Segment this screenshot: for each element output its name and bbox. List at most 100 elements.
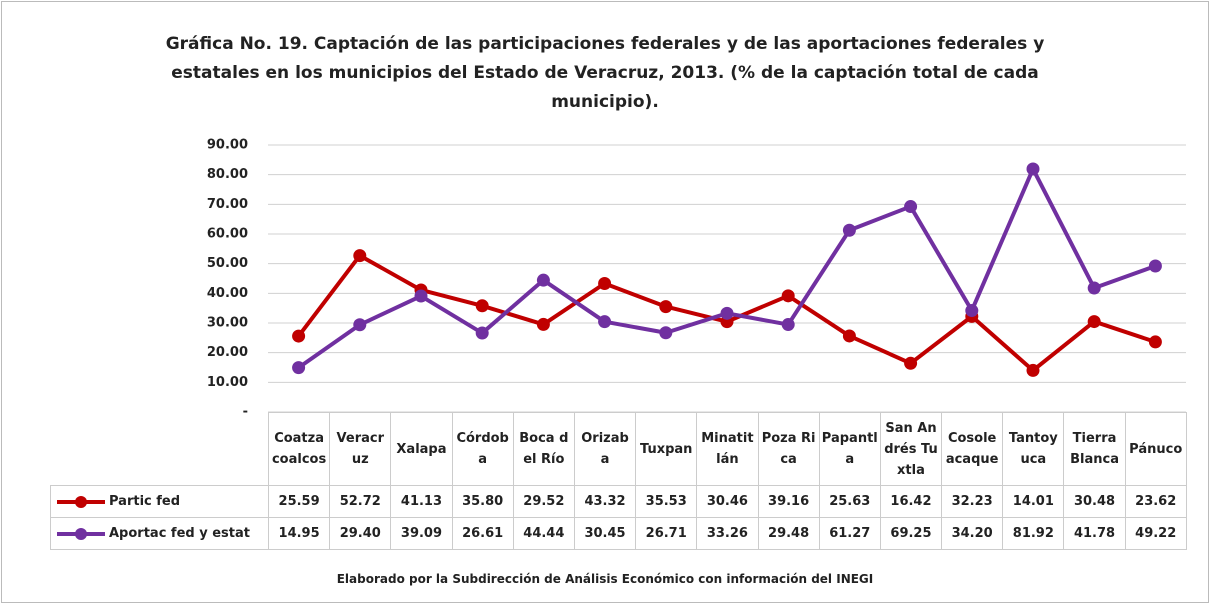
point <box>842 223 856 237</box>
point <box>965 304 979 318</box>
x-tick-label: Tantoyuca <box>1002 412 1065 486</box>
point <box>353 318 367 332</box>
data-label: 26.61 <box>451 517 514 550</box>
y-tick-label: 60.00 <box>207 227 248 242</box>
point <box>536 273 550 287</box>
point <box>1148 335 1162 349</box>
point <box>781 318 795 332</box>
data-label: 49.22 <box>1124 517 1187 550</box>
data-label: 14.01 <box>1002 485 1065 518</box>
data-label: 33.26 <box>696 517 759 550</box>
data-label: 39.16 <box>757 485 820 518</box>
point <box>1148 259 1162 273</box>
chart-title: Gráfica No. 19. Captación de las partici… <box>165 34 1045 112</box>
point <box>598 276 612 290</box>
point <box>1026 363 1040 377</box>
data-label: 52.72 <box>329 485 392 518</box>
x-tick-label: Orizaba <box>573 412 637 486</box>
y-tick-label: 50.00 <box>207 256 248 271</box>
data-label: 35.53 <box>635 485 698 518</box>
y-tick-label: - <box>243 405 248 420</box>
data-label: 41.13 <box>390 485 453 518</box>
point <box>1087 315 1101 329</box>
series-row: Partic fed 25.59 52.72 41.13 35.80 29.52 43.32… <box>50 485 1187 518</box>
data-label: 81.92 <box>1002 517 1065 550</box>
data-label: 26.71 <box>635 517 698 550</box>
category-row: Coatzacoalcos Veracruz Xalapa Córdoba Boca d… <box>50 412 1187 486</box>
point <box>904 356 918 370</box>
y-tick-label: 80.00 <box>207 167 248 182</box>
legend-label: Partic fed <box>109 494 181 509</box>
point <box>1087 281 1101 295</box>
point <box>292 361 306 375</box>
series-row: Aportac fed y estat 14.95 29.40 39.09 26.61 4… <box>50 517 1187 550</box>
data-label: 41.78 <box>1063 517 1126 550</box>
x-tick-label: Xalapa <box>390 412 453 486</box>
x-tick-label: Papantla <box>818 412 881 486</box>
data-label: 29.40 <box>329 517 392 550</box>
data-label: 16.42 <box>879 485 943 518</box>
legend-marker <box>75 527 87 540</box>
x-tick-label: Coatzacoalcos <box>267 412 331 486</box>
data-label: 61.27 <box>818 517 881 550</box>
point <box>598 315 612 329</box>
data-label: 23.62 <box>1124 485 1187 518</box>
legend-marker <box>75 495 87 508</box>
point <box>904 200 918 214</box>
legend-entry: Aportac fed y estat <box>50 517 269 550</box>
data-label: 35.80 <box>451 485 514 518</box>
point <box>475 299 489 313</box>
point <box>720 306 734 320</box>
data-label: 29.52 <box>512 485 575 518</box>
point <box>292 329 306 343</box>
footnote: Elaborado por la Subdirección de Análisi… <box>336 572 874 586</box>
x-tick-label: Minatitlán <box>696 412 759 486</box>
point <box>781 289 795 303</box>
point <box>414 289 428 303</box>
legend-swatch <box>57 495 105 508</box>
x-tick-label: Cosoleacaque <box>941 412 1004 486</box>
x-tick-label: San Andrés Tuxtla <box>879 412 943 486</box>
y-tick-label: 10.00 <box>207 375 248 390</box>
x-tick-label: Poza Rica <box>757 412 820 486</box>
data-label: 30.46 <box>696 485 759 518</box>
legend-entry: Partic fed <box>50 485 269 518</box>
point <box>842 329 856 343</box>
data-label: 43.32 <box>573 485 637 518</box>
x-tick-label: Tierra Blanca <box>1063 412 1126 486</box>
point <box>1026 162 1040 176</box>
data-label: 39.09 <box>390 517 453 550</box>
data-label: 32.23 <box>941 485 1004 518</box>
data-label: 25.63 <box>818 485 881 518</box>
data-label: 44.44 <box>512 517 575 550</box>
y-tick-label: 70.00 <box>207 197 248 212</box>
y-tick-label: 20.00 <box>207 345 248 360</box>
data-table: Coatzacoalcos Veracruz Xalapa Córdoba Boca d… <box>50 412 1187 550</box>
point <box>475 326 489 340</box>
data-label: 29.48 <box>757 517 820 550</box>
data-label: 30.48 <box>1063 485 1126 518</box>
x-tick-label: Pánuco <box>1124 412 1187 486</box>
legend-swatch <box>57 527 105 540</box>
blank-cell <box>50 412 269 486</box>
data-label: 30.45 <box>573 517 637 550</box>
data-label: 69.25 <box>879 517 943 550</box>
y-tick-label: 40.00 <box>207 286 248 301</box>
data-label: 25.59 <box>267 485 331 518</box>
series-line <box>297 166 1157 370</box>
point <box>659 326 673 340</box>
y-tick-label: 30.00 <box>207 316 248 331</box>
x-tick-label: Boca del Río <box>512 412 575 486</box>
data-label: 14.95 <box>267 517 331 550</box>
x-tick-label: Córdoba <box>451 412 514 486</box>
point <box>659 300 673 314</box>
x-tick-label: Tuxpan <box>635 412 698 486</box>
x-tick-label: Veracruz <box>329 412 392 486</box>
point <box>536 317 550 331</box>
legend-label: Aportac fed y estat <box>109 526 250 541</box>
y-tick-label: 90.00 <box>207 138 248 153</box>
data-label: 34.20 <box>941 517 1004 550</box>
